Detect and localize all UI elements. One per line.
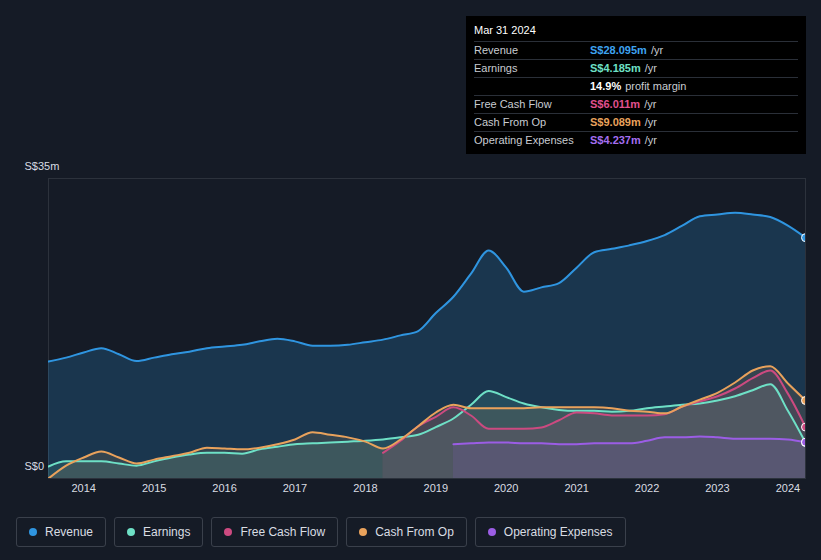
- html-text:Mar 31 2024: Mar 31 2024: [474, 24, 536, 36]
- html-text:S$9.089m /yr: S$9.089m /yr: [590, 116, 657, 128]
- html-text:Cash From Op: Cash From Op: [375, 525, 454, 539]
- svg-text:2018: 2018: [353, 482, 377, 494]
- html-text:Revenue: Revenue: [45, 525, 93, 539]
- svg-text:2022: 2022: [635, 482, 659, 494]
- svg-text:2014: 2014: [71, 482, 95, 494]
- html-text:S$6.011m /yr: S$6.011m /yr: [590, 98, 657, 110]
- svg-text:2021: 2021: [564, 482, 588, 494]
- html-text:Earnings: Earnings: [143, 525, 191, 539]
- svg-text:2024: 2024: [776, 482, 800, 494]
- svg-text:2020: 2020: [494, 482, 518, 494]
- svg-text:2019: 2019: [424, 482, 448, 494]
- html-text:Cash From Op: Cash From Op: [474, 116, 547, 128]
- html-text:S$4.237m /yr: S$4.237m /yr: [590, 134, 657, 146]
- html-text:Operating Expenses: Operating Expenses: [503, 525, 613, 539]
- svg-text:2015: 2015: [142, 482, 166, 494]
- svg-text:S$0: S$0: [25, 460, 45, 472]
- html-text:Earnings: Earnings: [474, 62, 518, 74]
- html-text:S$28.095m /yr: S$28.095m /yr: [590, 44, 664, 56]
- html-text:S$4.185m /yr: S$4.185m /yr: [590, 62, 657, 74]
- html-text:14.9% profit margin: 14.9% profit margin: [590, 80, 687, 92]
- html-text:Operating Expenses: Operating Expenses: [474, 134, 574, 146]
- svg-text:2023: 2023: [705, 482, 729, 494]
- svg-text:2017: 2017: [283, 482, 307, 494]
- html-text:Revenue: Revenue: [474, 44, 518, 56]
- svg-text:2016: 2016: [212, 482, 236, 494]
- svg-text:S$35m: S$35m: [25, 160, 60, 172]
- html-text:Free Cash Flow: Free Cash Flow: [240, 525, 326, 539]
- html-text:Free Cash Flow: Free Cash Flow: [474, 98, 552, 110]
